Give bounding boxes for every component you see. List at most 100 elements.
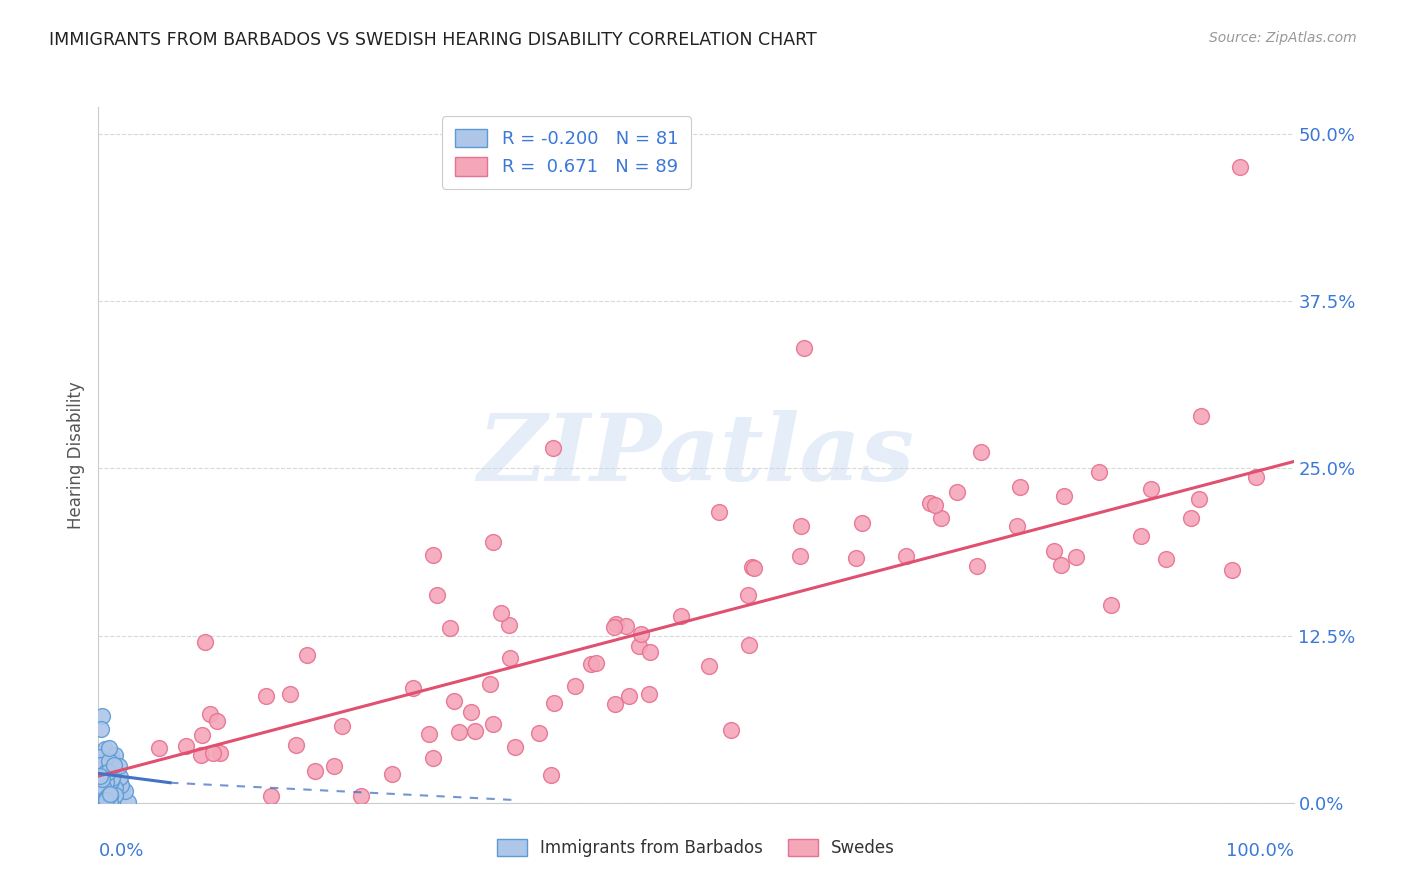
- Text: 0.0%: 0.0%: [98, 842, 143, 860]
- Point: [304, 764, 326, 778]
- Point: [924, 499, 946, 513]
- Point: [585, 656, 607, 670]
- Point: [627, 639, 650, 653]
- Point: [101, 773, 124, 788]
- Point: [1010, 480, 1032, 494]
- Point: [90, 789, 112, 803]
- Point: [176, 739, 198, 754]
- Point: [108, 775, 131, 789]
- Point: [498, 618, 520, 632]
- Point: [110, 778, 132, 792]
- Point: [845, 551, 868, 566]
- Point: [1188, 491, 1211, 506]
- Point: [89, 780, 111, 795]
- Point: [946, 485, 969, 500]
- Point: [108, 781, 131, 796]
- Point: [191, 728, 214, 742]
- Point: [543, 696, 565, 710]
- Point: [91, 779, 114, 793]
- Point: [89, 750, 111, 764]
- Point: [90, 762, 112, 776]
- Point: [422, 548, 444, 563]
- Point: [605, 697, 627, 711]
- Point: [605, 616, 627, 631]
- Point: [90, 783, 112, 797]
- Point: [90, 723, 112, 737]
- Point: [447, 724, 470, 739]
- Point: [697, 658, 720, 673]
- Point: [966, 559, 988, 574]
- Point: [527, 726, 550, 740]
- Point: [93, 792, 115, 806]
- Point: [104, 776, 127, 790]
- Point: [97, 773, 120, 788]
- Point: [98, 796, 121, 810]
- Point: [737, 588, 759, 602]
- Point: [1189, 409, 1212, 423]
- Point: [1005, 518, 1028, 533]
- Point: [638, 644, 661, 658]
- Point: [614, 619, 637, 633]
- Point: [630, 627, 652, 641]
- Point: [503, 739, 526, 754]
- Point: [418, 726, 440, 740]
- Point: [91, 775, 114, 789]
- Point: [851, 516, 873, 531]
- Point: [108, 770, 131, 784]
- Point: [260, 789, 283, 803]
- Point: [1099, 598, 1122, 612]
- Point: [96, 777, 118, 791]
- Point: [90, 782, 112, 797]
- Point: [94, 775, 117, 789]
- Point: [91, 775, 114, 789]
- Point: [100, 787, 122, 801]
- Point: [103, 780, 125, 795]
- Point: [100, 788, 122, 802]
- Point: [87, 785, 110, 799]
- Legend: Immigrants from Barbados, Swedes: Immigrants from Barbados, Swedes: [491, 832, 901, 864]
- Point: [101, 755, 124, 769]
- Point: [101, 768, 124, 782]
- Point: [793, 341, 815, 355]
- Point: [278, 687, 301, 701]
- Point: [1053, 489, 1076, 503]
- Point: [89, 789, 111, 804]
- Point: [94, 782, 117, 797]
- Point: [89, 769, 111, 783]
- Point: [619, 689, 641, 703]
- Point: [94, 790, 117, 805]
- Point: [720, 723, 742, 737]
- Point: [1129, 529, 1152, 543]
- Point: [323, 759, 346, 773]
- Point: [1049, 558, 1071, 573]
- Point: [1088, 465, 1111, 479]
- Point: [564, 679, 586, 693]
- Point: [98, 789, 121, 804]
- Point: [479, 677, 502, 691]
- Point: [96, 772, 118, 787]
- Point: [96, 761, 118, 775]
- Point: [896, 549, 918, 563]
- Point: [1140, 482, 1163, 496]
- Point: [1064, 549, 1087, 564]
- Point: [97, 768, 120, 782]
- Text: Source: ZipAtlas.com: Source: ZipAtlas.com: [1209, 31, 1357, 45]
- Point: [285, 738, 308, 752]
- Point: [114, 784, 136, 798]
- Point: [707, 505, 730, 519]
- Point: [94, 793, 117, 807]
- Point: [671, 608, 693, 623]
- Point: [741, 560, 763, 574]
- Point: [254, 690, 277, 704]
- Text: 100.0%: 100.0%: [1226, 842, 1294, 860]
- Point: [1220, 563, 1243, 577]
- Y-axis label: Hearing Disability: Hearing Disability: [67, 381, 86, 529]
- Point: [209, 746, 232, 760]
- Point: [330, 719, 353, 733]
- Point: [350, 789, 373, 804]
- Point: [439, 621, 461, 635]
- Point: [94, 785, 117, 799]
- Point: [482, 717, 505, 731]
- Point: [87, 777, 110, 791]
- Point: [96, 791, 118, 805]
